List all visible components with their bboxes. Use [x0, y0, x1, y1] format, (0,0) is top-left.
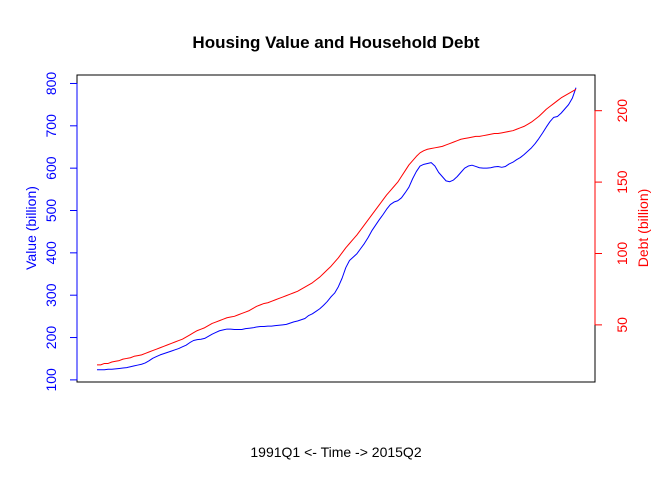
x-axis-label: 1991Q1 <- Time -> 2015Q2: [250, 444, 421, 460]
series-layer: [97, 87, 577, 371]
chart-title: Housing Value and Household Debt: [192, 33, 479, 52]
right-y-axis: 50 100 150 200: [594, 99, 630, 333]
plot-area-frame: [76, 74, 596, 383]
left-tick-label: 100: [43, 368, 59, 392]
left-tick-label: 500: [43, 199, 59, 223]
left-y-axis: 100 200 300 400 500 600 700 800: [43, 72, 78, 392]
left-tick-label: 600: [43, 156, 59, 180]
left-tick-label: 800: [43, 72, 59, 96]
right-tick-label: 150: [614, 170, 630, 194]
left-axis-label: Value (billion): [23, 186, 39, 270]
left-tick-label: 200: [43, 326, 59, 350]
right-tick-label: 200: [614, 99, 630, 123]
left-tick-label: 300: [43, 283, 59, 307]
left-tick-label: 700: [43, 114, 59, 138]
left-tick-label: 400: [43, 241, 59, 265]
household-debt-line: [97, 88, 577, 366]
housing-value-line: [97, 87, 577, 371]
right-tick-label: 50: [614, 317, 630, 333]
right-tick-label: 100: [614, 242, 630, 266]
right-axis-label: Debt (billion): [635, 189, 651, 268]
